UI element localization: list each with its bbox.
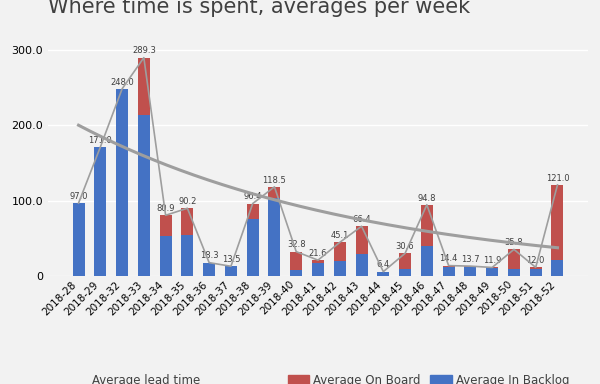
Text: 94.8: 94.8 [418,194,436,202]
Bar [399,269,411,276]
Bar [116,89,128,276]
Bar [268,198,280,276]
Text: 66.4: 66.4 [352,215,371,224]
Bar [443,266,455,267]
Text: 90.2: 90.2 [178,197,197,206]
Bar [421,246,433,276]
Bar [138,115,150,276]
Bar [94,147,106,276]
Text: 96.4: 96.4 [244,192,262,201]
Text: 21.6: 21.6 [309,249,327,258]
Bar [268,187,280,198]
Bar [508,269,520,276]
Bar [160,215,172,237]
Bar [551,185,563,260]
Bar [551,260,563,276]
Bar [508,249,520,269]
Legend: Average lead time, Trendline for Average lead time, Average On Board, Average In: Average lead time, Trendline for Average… [61,369,575,384]
Text: 11.9: 11.9 [483,256,502,265]
Bar [530,269,542,276]
Bar [138,58,150,115]
Bar [356,226,368,254]
Text: 32.8: 32.8 [287,240,305,249]
Bar [160,237,172,276]
Bar [290,252,302,270]
Text: 248.0: 248.0 [110,78,134,87]
Text: 97.0: 97.0 [69,192,88,201]
Bar [421,205,433,246]
Text: 289.3: 289.3 [132,46,156,55]
Text: 45.1: 45.1 [331,231,349,240]
Text: 30.6: 30.6 [396,242,415,251]
Text: 13.7: 13.7 [461,255,480,264]
Text: 6.4: 6.4 [377,260,390,269]
Bar [181,235,193,276]
Bar [203,263,215,276]
Bar [377,272,389,276]
Bar [334,242,346,261]
Text: 18.3: 18.3 [200,252,218,260]
Text: Where time is spent, averages per week: Where time is spent, averages per week [48,0,470,17]
Bar [377,271,389,272]
Text: 35.8: 35.8 [505,238,523,247]
Text: 13.5: 13.5 [221,255,240,264]
Bar [181,208,193,235]
Text: 121.0: 121.0 [545,174,569,183]
Bar [73,203,85,276]
Bar [290,270,302,276]
Bar [247,204,259,219]
Text: 171.0: 171.0 [88,136,112,145]
Text: 12.0: 12.0 [527,256,545,265]
Bar [356,254,368,276]
Bar [399,253,411,269]
Text: 14.4: 14.4 [439,254,458,263]
Bar [334,261,346,276]
Text: 118.5: 118.5 [263,175,286,185]
Bar [464,266,476,276]
Bar [486,268,498,276]
Bar [312,260,324,263]
Bar [530,267,542,269]
Bar [443,267,455,276]
Bar [225,266,237,276]
Text: 80.9: 80.9 [157,204,175,213]
Bar [247,219,259,276]
Bar [312,263,324,276]
